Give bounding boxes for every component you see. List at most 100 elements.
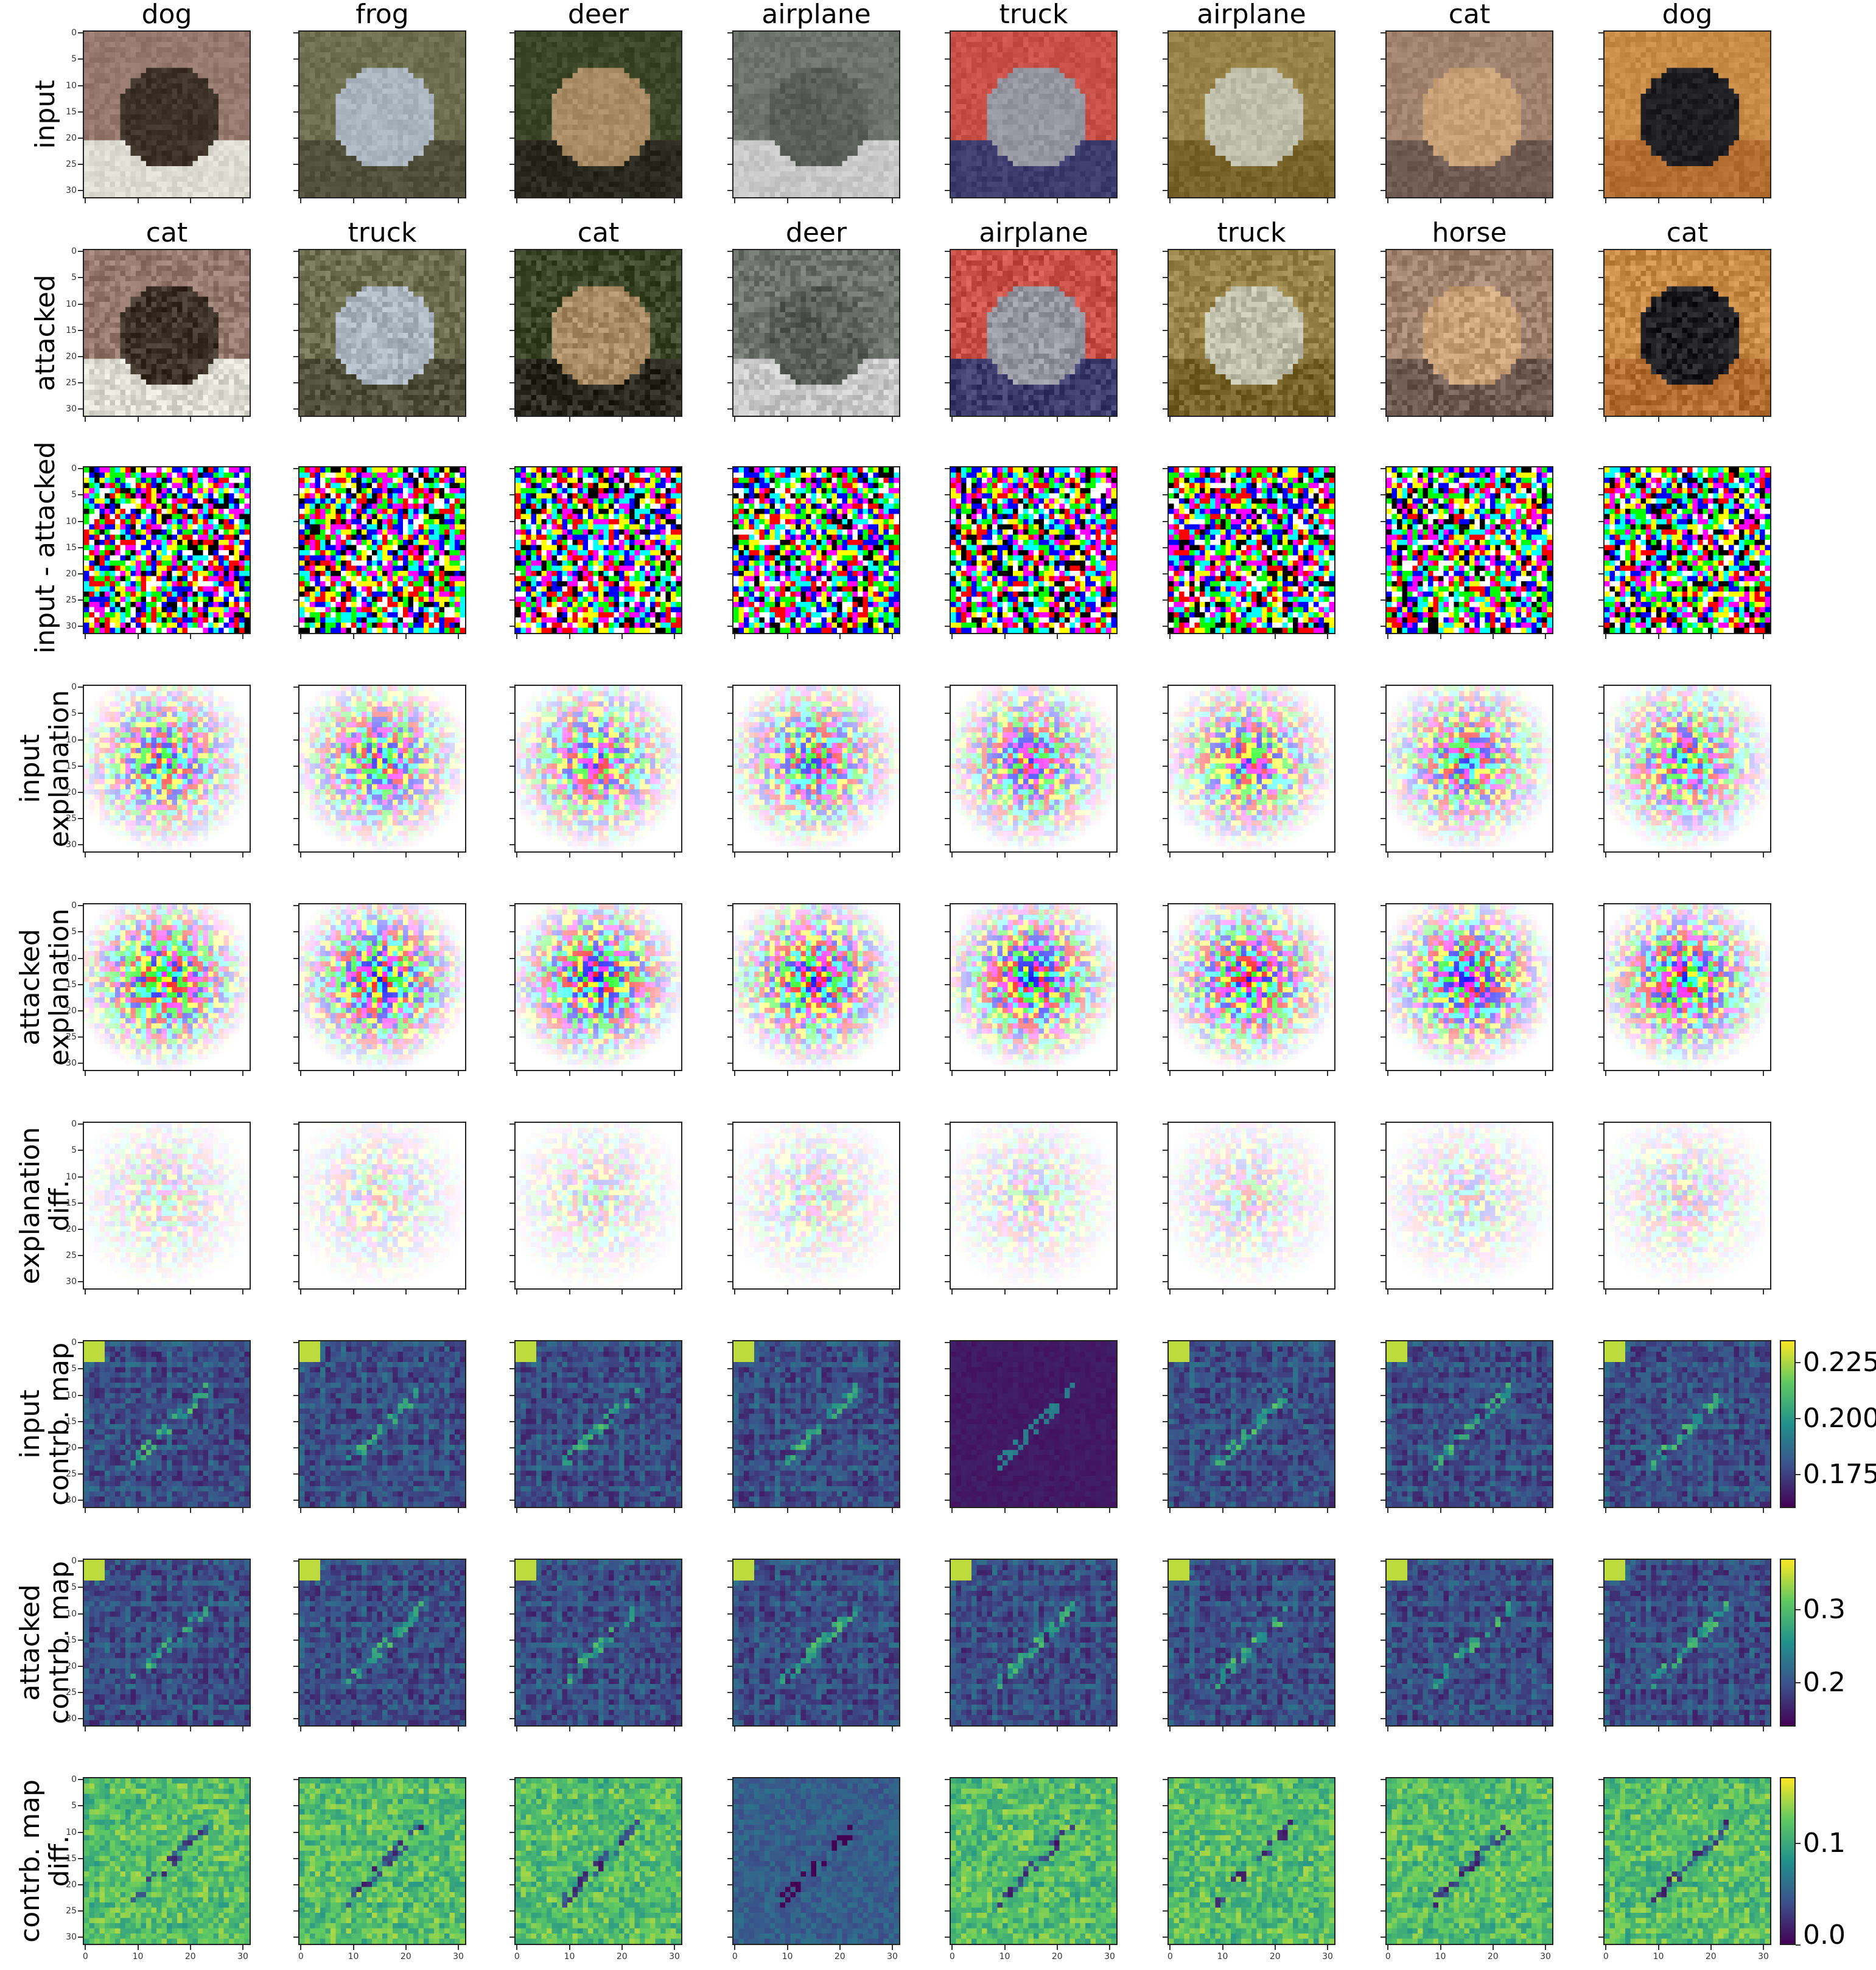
x-tick-mark — [242, 198, 243, 203]
y-tick-mark — [1381, 958, 1385, 959]
y-tick-mark — [727, 1150, 732, 1151]
x-tick-mark — [190, 198, 191, 203]
y-tick-mark — [945, 1692, 950, 1693]
x-tick-mark — [1545, 1290, 1546, 1294]
x-tick-mark — [1057, 1727, 1058, 1731]
y-tick-mark — [1598, 111, 1603, 113]
y-tick-mark — [1598, 277, 1603, 278]
input-contrib-map-panel — [1603, 1340, 1771, 1508]
contrib-map-diff-heatmap — [299, 1778, 465, 1944]
x-tick-mark — [839, 1071, 841, 1076]
input-image-panel — [298, 30, 466, 198]
x-tick-mark — [1109, 417, 1110, 422]
x-tick-mark — [1169, 634, 1171, 639]
y-tick-mark — [1598, 58, 1603, 60]
y-tick-mark — [1163, 1229, 1167, 1230]
x-tick-mark — [1004, 198, 1006, 203]
x-tick-mark — [516, 1727, 517, 1731]
y-tick-mark — [509, 1640, 514, 1641]
y-tick-mark — [1163, 818, 1167, 819]
column-title-attacked: deer — [707, 218, 926, 248]
x-tick-mark — [85, 198, 86, 203]
x-tick-mark — [1169, 417, 1171, 422]
attacked-contrib-map-panel — [1167, 1559, 1335, 1727]
y-tick-mark — [293, 251, 298, 252]
y-tick-mark — [1163, 164, 1167, 165]
y-tick-label: 30 — [63, 186, 77, 195]
x-tick-mark — [569, 1727, 570, 1731]
y-tick-mark — [1381, 1010, 1385, 1011]
x-tick-mark — [85, 1290, 86, 1294]
x-tick-mark — [85, 1945, 86, 1950]
y-tick-mark — [293, 931, 298, 932]
y-tick-mark — [293, 1666, 298, 1667]
x-tick-mark — [1222, 1727, 1223, 1731]
x-tick-mark — [569, 1071, 570, 1076]
y-tick-mark — [78, 1805, 83, 1806]
y-tick-mark — [509, 1395, 514, 1396]
row-label-line: input — [16, 1321, 45, 1528]
y-tick-mark — [1381, 1281, 1385, 1282]
x-tick-mark — [516, 1508, 517, 1513]
y-tick-label: 25 — [63, 1688, 77, 1697]
attacked-explanation-heatmap — [733, 904, 899, 1070]
y-tick-mark — [1381, 1613, 1385, 1615]
x-tick-mark — [190, 1508, 191, 1513]
x-tick-mark — [242, 634, 243, 639]
input-contrib-map-heatmap — [299, 1341, 465, 1507]
colorbar-tick-label: 0.200 — [1803, 1404, 1876, 1433]
y-tick-mark — [509, 1150, 514, 1151]
y-tick-mark — [509, 164, 514, 165]
x-tick-label: 0 — [727, 1952, 742, 1961]
y-tick-mark — [727, 818, 732, 819]
x-tick-mark — [516, 1945, 517, 1950]
colorbar-tick-label: 0.1 — [1803, 1829, 1846, 1858]
x-tick-mark — [1275, 1945, 1276, 1950]
attacked-image-heatmap — [1169, 250, 1334, 416]
y-tick-mark — [1163, 1036, 1167, 1038]
y-tick-mark — [509, 85, 514, 86]
difference-image-heatmap — [1169, 467, 1334, 633]
y-tick-mark — [945, 1640, 950, 1641]
x-tick-mark — [1169, 853, 1171, 858]
y-tick-mark — [1381, 686, 1385, 688]
y-tick-mark — [1381, 1666, 1385, 1667]
y-tick-mark — [78, 356, 83, 357]
x-tick-mark — [1004, 853, 1006, 858]
y-tick-mark — [78, 739, 83, 741]
x-tick-mark — [85, 634, 86, 639]
y-tick-mark — [945, 251, 950, 252]
y-tick-mark — [1163, 1613, 1167, 1615]
y-tick-mark — [727, 626, 732, 627]
x-tick-mark — [458, 417, 459, 422]
contrib-map-diff-panel — [83, 1777, 251, 1945]
x-tick-mark — [1710, 853, 1712, 858]
input-explanation-panel — [1603, 685, 1771, 853]
x-tick-mark — [674, 417, 675, 422]
y-tick-mark — [1598, 494, 1603, 495]
y-tick-mark — [78, 138, 83, 139]
column-title-input: airplane — [707, 0, 926, 29]
x-tick-mark — [353, 634, 354, 639]
y-tick-mark — [1598, 1805, 1603, 1806]
y-tick-mark — [293, 1613, 298, 1615]
y-tick-mark — [1381, 1937, 1385, 1938]
y-tick-mark — [945, 1937, 950, 1938]
y-tick-mark — [727, 521, 732, 522]
y-tick-mark — [1163, 1255, 1167, 1256]
input-explanation-heatmap — [299, 686, 465, 851]
y-tick-mark — [1598, 408, 1603, 410]
x-tick-mark — [1545, 1945, 1546, 1950]
x-tick-mark — [839, 634, 841, 639]
y-tick-mark — [293, 1718, 298, 1719]
x-tick-mark — [1387, 198, 1388, 203]
x-tick-mark — [1169, 1945, 1171, 1950]
y-tick-mark — [727, 277, 732, 278]
y-tick-mark — [945, 468, 950, 469]
attacked-image-heatmap — [516, 250, 681, 416]
y-tick-mark — [1163, 573, 1167, 575]
x-tick-mark — [300, 1945, 301, 1950]
colorbar-tick-mark — [1796, 1843, 1801, 1844]
x-tick-mark — [1493, 198, 1494, 203]
y-tick-mark — [1598, 573, 1603, 575]
